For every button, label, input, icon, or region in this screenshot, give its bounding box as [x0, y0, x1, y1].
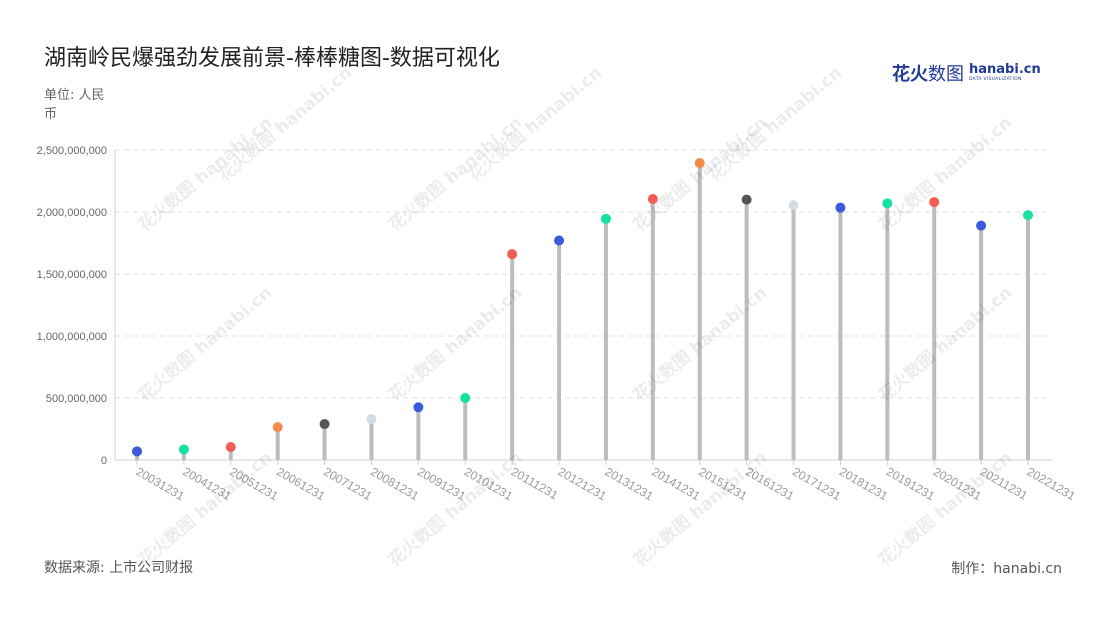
lollipop-point	[882, 198, 893, 209]
x-tick-label: 20091231	[415, 464, 469, 503]
x-tick-label: 20221231	[1025, 464, 1079, 503]
x-tick-label: 20031231	[134, 464, 188, 503]
logo-chinese: 花火数图	[892, 64, 964, 85]
x-tick-label: 20191231	[884, 464, 938, 503]
y-tick-label: 1,000,000,000	[37, 331, 107, 343]
data-source-label: 数据来源: 上市公司财报	[44, 560, 194, 576]
x-tick-label: 20061231	[274, 464, 328, 503]
lollipop-point	[319, 419, 330, 430]
x-tick-label: 20071231	[321, 464, 375, 503]
x-tick-label: 20181231	[837, 464, 891, 503]
lollipop-point	[741, 194, 752, 205]
y-tick-label: 2,500,000,000	[37, 145, 107, 157]
lollipop-point	[132, 446, 142, 457]
x-tick-label: 20161231	[743, 464, 797, 503]
lollipop-point	[554, 235, 565, 246]
lollipop-point	[178, 444, 189, 455]
lollipop-point	[366, 414, 377, 425]
x-tick-label: 20051231	[227, 464, 281, 503]
x-tick-label: 20111231	[509, 464, 561, 502]
y-tick-label: 1,500,000,000	[37, 269, 107, 281]
lollipop-point	[507, 249, 518, 260]
lollipop-point	[225, 441, 236, 452]
y-tick-label: 2,000,000,000	[37, 207, 107, 219]
lollipop-point	[835, 202, 846, 213]
y-tick-label: 0	[101, 455, 107, 467]
x-tick-label: 20151231	[696, 464, 750, 503]
x-tick-label: 20121231	[556, 464, 610, 503]
lollipop-point	[1023, 210, 1033, 221]
x-tick-label: 20041231	[180, 464, 234, 503]
x-tick-label: 20131231	[602, 464, 656, 503]
lollipop-point	[272, 422, 283, 433]
x-tick-label: 20171231	[790, 464, 844, 503]
lollipop-point	[460, 393, 471, 403]
hanabi-logo: 花火数图 hanabi.cn DATA VISUALIZATION	[892, 58, 1042, 88]
lollipop-point	[976, 220, 987, 231]
unit-label: 单位: 人民币	[44, 88, 105, 122]
logo-english: hanabi.cn DATA VISUALIZATION	[969, 62, 1041, 83]
x-tick-label: 20211231	[978, 464, 1031, 503]
lollipop-point	[647, 193, 658, 204]
credit-label: 制作：hanabi.cn	[951, 561, 1062, 577]
x-tick-label: 20201231	[931, 464, 985, 503]
x-tick-label: 20141231	[649, 464, 703, 503]
x-tick-label: 20101231	[462, 464, 516, 503]
lollipop-point	[600, 213, 611, 224]
x-tick-label: 20081231	[368, 464, 422, 503]
chart-title: 湖南岭民爆强劲发展前景-棒棒糖图-数据可视化	[44, 46, 500, 71]
lollipop-point	[929, 197, 940, 208]
lollipop-point	[788, 200, 799, 211]
lollipop-point	[694, 158, 705, 169]
y-tick-label: 500,000,000	[46, 393, 107, 405]
lollipop-point	[413, 402, 424, 413]
